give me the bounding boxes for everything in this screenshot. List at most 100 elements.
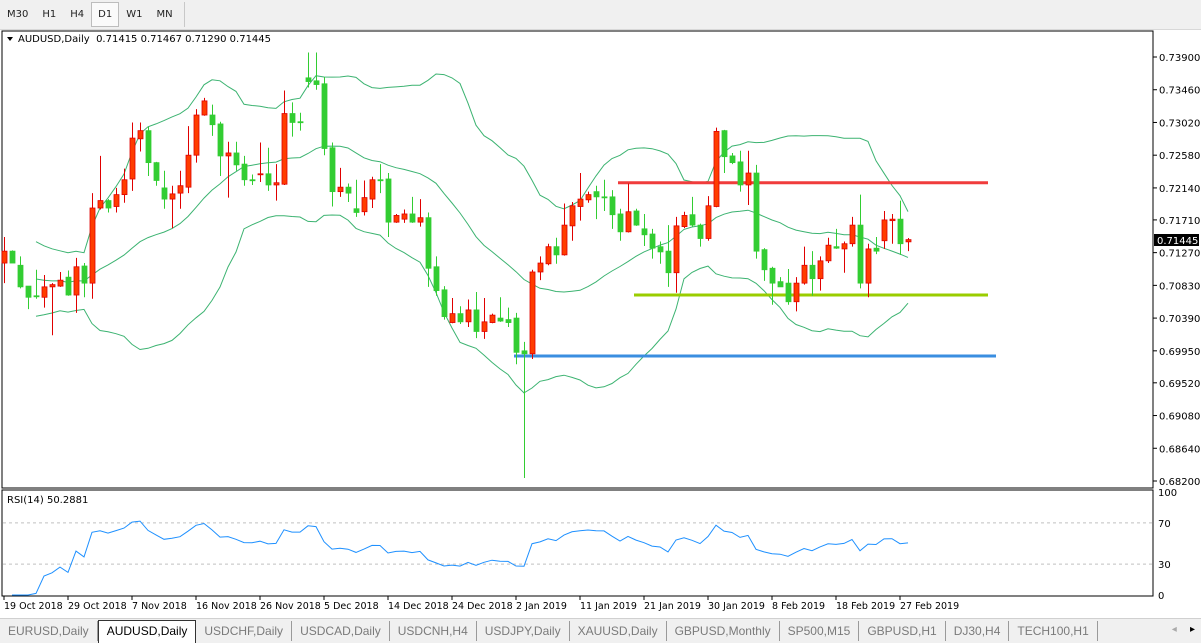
price-tick-label: 0.69950	[1159, 347, 1200, 358]
candle	[73, 257, 80, 313]
bull-candle-body	[713, 130, 720, 207]
bear-candle-body	[241, 163, 248, 181]
bear-candle-body	[601, 196, 608, 199]
tab-usdchf-daily[interactable]: USDCHF,Daily	[196, 621, 293, 641]
rsi-level-label: 30	[1158, 560, 1171, 571]
bear-candle-body	[345, 186, 352, 194]
candle	[593, 185, 600, 220]
timeframe-h1-button[interactable]: H1	[42, 9, 57, 20]
price-tick-label: 0.69520	[1159, 379, 1200, 390]
candle	[41, 274, 48, 308]
candle	[889, 213, 896, 244]
candle	[1, 237, 8, 284]
bear-candle-body	[377, 179, 384, 182]
bear-candle-body	[505, 319, 512, 323]
scroll-left-icon[interactable]: ◂	[1171, 624, 1177, 635]
bull-candle-body	[577, 198, 584, 207]
candle	[897, 200, 904, 255]
timeframe-h4-button[interactable]: H4	[70, 9, 85, 20]
date-tick-label: 5 Dec 2018	[324, 601, 379, 612]
tab-usdcad-daily[interactable]: USDCAD,Daily	[292, 621, 390, 641]
price-tick-label: 0.73020	[1159, 118, 1200, 129]
bull-candle-body	[137, 130, 144, 140]
candle	[265, 147, 272, 191]
candle	[329, 142, 336, 207]
bull-candle-body	[41, 286, 48, 298]
candle	[825, 237, 832, 264]
bull-candle-body	[817, 260, 824, 280]
candle	[49, 283, 56, 336]
bull-candle-body	[745, 172, 752, 186]
bear-candle-body	[593, 191, 600, 198]
timeframe-mn-button[interactable]: MN	[156, 9, 173, 20]
bull-candle-body	[57, 279, 64, 287]
bear-candle-body	[729, 155, 736, 164]
bear-candle-body	[553, 246, 560, 256]
price-tick-label: 0.70390	[1159, 314, 1200, 325]
bear-candle-body	[297, 121, 304, 124]
bull-candle-body	[545, 246, 552, 265]
bull-candle-body	[793, 282, 800, 303]
bull-candle-body	[881, 219, 888, 242]
candle	[657, 241, 664, 264]
bollinger-upper-band	[35, 73, 909, 254]
tab-tech100-h1[interactable]: TECH100,H1	[1009, 621, 1098, 641]
bull-candle-body	[393, 215, 400, 223]
bear-candle-body	[289, 113, 296, 123]
price-tick-label: 0.71270	[1159, 249, 1200, 260]
tab-audusd-daily[interactable]: AUDUSD,Daily	[97, 620, 197, 643]
bear-candle-body	[305, 77, 312, 82]
candle	[305, 52, 312, 88]
date-tick-label: 26 Nov 2018	[260, 601, 321, 612]
candle	[545, 243, 552, 266]
candle	[665, 225, 672, 287]
price-axis: 0.73900 0.73460 0.73020 0.72580 0.72140 0.717…	[1153, 53, 1200, 488]
candle	[681, 211, 688, 229]
candle	[97, 155, 104, 210]
price-tick-label: 0.73900	[1159, 53, 1200, 64]
candle	[529, 269, 536, 360]
tab-eurusd-daily[interactable]: EURUSD,Daily	[0, 621, 98, 641]
candle	[449, 298, 456, 324]
tab-gbpusd-h1[interactable]: GBPUSD,H1	[859, 621, 946, 641]
candle	[361, 180, 368, 216]
tab-xauusd-daily[interactable]: XAUUSD,Daily	[570, 621, 667, 641]
candle	[425, 212, 432, 287]
candle	[473, 292, 480, 339]
candle	[873, 237, 880, 255]
timeframe-m30-button[interactable]: M30	[7, 9, 29, 20]
collapse-triangle-icon[interactable]	[7, 37, 13, 41]
date-tick-label: 29 Oct 2018	[68, 601, 127, 612]
candle	[505, 307, 512, 328]
price-chart[interactable]: 0.73900 0.73460 0.73020 0.72580 0.72140 0.717…	[0, 29, 1201, 618]
scroll-right-icon[interactable]: ▸	[1189, 624, 1195, 635]
candle	[113, 187, 120, 213]
tab-gbpusd-monthly[interactable]: GBPUSD,Monthly	[667, 621, 780, 641]
rsi-polyline	[12, 520, 909, 596]
rsi-label: RSI(14) 50.2881	[7, 495, 88, 506]
timeframe-w1-button[interactable]: W1	[126, 9, 143, 20]
price-tick-label: 0.73460	[1159, 86, 1200, 97]
candle	[105, 199, 112, 213]
bear-candle-body	[857, 224, 864, 284]
timeframe-d1-button[interactable]: D1	[91, 2, 120, 27]
candle	[865, 243, 872, 298]
bear-candle-body	[833, 246, 840, 249]
candle	[817, 256, 824, 291]
bull-candle-body	[673, 225, 680, 274]
tab-usdcnh-h4[interactable]: USDCNH,H4	[390, 621, 477, 641]
candle	[849, 216, 856, 247]
bull-candle-body	[569, 205, 576, 227]
candle	[737, 150, 744, 192]
candle	[577, 173, 584, 221]
date-tick-label: 18 Feb 2019	[836, 601, 895, 612]
tab-sp500-m15[interactable]: SP500,M15	[780, 621, 860, 641]
tab-dj30-h4[interactable]: DJ30,H4	[946, 621, 1010, 641]
candle	[153, 161, 160, 186]
candle	[81, 263, 88, 298]
bear-candle-body	[737, 161, 744, 186]
tab-usdjpy-daily[interactable]: USDJPY,Daily	[477, 621, 570, 641]
candle	[353, 179, 360, 217]
candle	[57, 271, 64, 287]
bear-candle-body	[81, 265, 88, 284]
